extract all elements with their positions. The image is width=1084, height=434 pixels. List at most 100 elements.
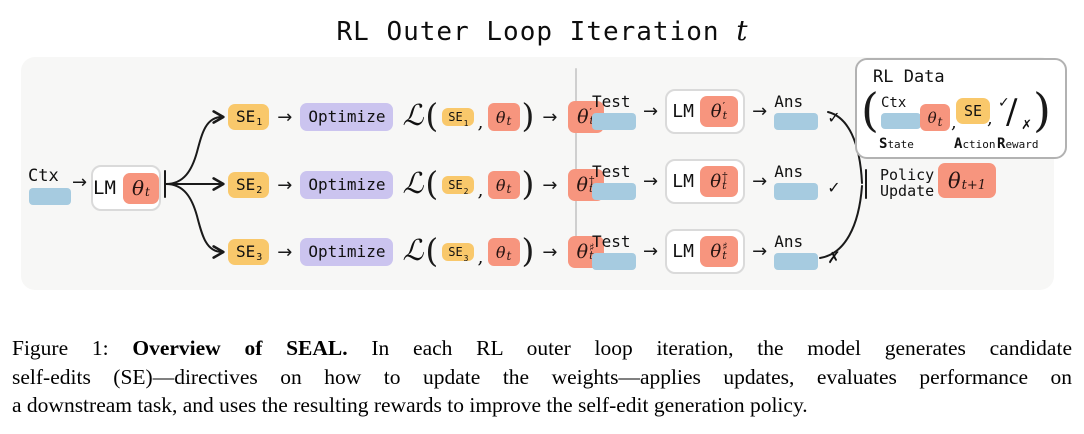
test-row-1: Test → LM θ ′ t → Ans ✓ [592,86,841,134]
arrow-icon: → [643,171,659,192]
theta-symbol: θ [576,174,588,196]
arrow-icon: → [277,174,293,196]
answer-label: Ans [774,92,804,111]
answer-label: Ans [774,232,804,251]
theta-t-plus-1-box: θ t+1 [938,163,996,198]
theta-subscript: t [722,178,727,192]
answer-label: Ans [774,162,804,181]
se-box: SE [956,98,991,124]
loss-symbol: ℒ [402,166,424,200]
se1-box: SE 1 [228,104,270,130]
theta-subscript: t [506,114,512,128]
test-group: Test [592,232,636,270]
slash-icon: / [1006,92,1018,132]
theta-symbol: θ [710,101,722,122]
left-paren: ( [425,163,439,203]
theta-subscript: t [506,249,512,263]
policy-update-label-line1: Policy [880,166,935,184]
cross-icon: ✗ [1021,118,1032,133]
right-paren: ) [521,230,535,270]
se-label: SE [448,178,463,192]
lm-label: LM [672,241,694,262]
state-rest: tate [887,138,914,151]
test-box [592,253,636,270]
answer-group: Ans [774,92,819,130]
theta-dagger-box: θ†t [699,166,738,197]
se3-mini-box: SE 3 [442,243,474,263]
test-group: Test [592,92,636,130]
se2-mini-box: SE 2 [442,176,474,196]
theta-subscript: t [589,250,594,261]
se-subscript: 2 [463,187,469,196]
test-box [592,113,636,130]
theta-subscript: t [145,185,150,199]
reward-check-cross-icon: ✓ / ✗ [998,92,1032,133]
arrow-icon: → [643,101,659,122]
se2-box: SE 2 [228,172,270,198]
cross-icon: ✗ [827,248,841,267]
test-label: Test [592,92,631,111]
theta-symbol: θ [495,175,506,195]
action-rest: ction [962,138,996,151]
theta-superscript: ′ [722,100,726,114]
answer-box [774,183,819,200]
arrow-icon: → [542,241,558,263]
lm-box: LM θ ′ t [665,89,746,134]
right-paren: ) [521,163,535,203]
branch-row-3: SE3 → Optimize ℒ ( SE3 , θt ) → θ♯t [228,230,604,274]
theta-symbol: θ [495,107,506,127]
se-subscript: 3 [463,254,469,263]
test-group: Test [592,162,636,200]
action-initial: A [954,136,963,152]
theta-superscript: † [722,170,728,184]
se-subscript: 2 [256,185,263,196]
comma: , [477,179,484,201]
policy-update-label-line2: Update [880,182,935,200]
arrow-icon: → [72,172,88,193]
test-label: Test [592,162,631,181]
theta-prime-box: θ′t [699,96,738,127]
theta-superscript: ♯ [722,240,728,254]
state-label: State [879,136,914,152]
comma: , [987,108,993,129]
left-paren: ( [425,95,439,135]
test-row-3: Test → LM θ ♯ t → Ans ✗ [592,226,841,274]
caption-line-1-rest: In each RL outer loop iteration, the mod… [347,336,1072,360]
action-label: Action [954,136,996,152]
reward-initial: R [997,136,1006,152]
right-paren: ) [521,95,535,135]
theta-symbol: θ [710,171,722,192]
reward-label: Reward [997,136,1039,152]
theta-symbol: θ [495,242,506,262]
figure-caption: Figure 1: Overview of SEAL. In each RL o… [12,334,1072,420]
se-label: SE [236,242,256,261]
caption-figure-number: Figure 1: [12,336,133,360]
theta-symbol: θ [947,168,961,193]
arrow-icon: → [277,106,293,128]
lm-label: LM [93,177,116,199]
caption-line-3: a downstream task, and uses the resultin… [12,393,808,417]
answer-group: Ans [774,162,819,200]
test-label: Test [592,232,631,251]
se-subscript: 1 [256,117,263,128]
theta-subscript: t [937,114,943,129]
theta-subscript: t [590,115,594,126]
lm-box: LM θ † t [665,159,746,204]
state-initial: S [879,136,888,152]
se-label: SE [448,110,463,124]
arrow-icon: → [752,101,768,122]
caption-line-1: Figure 1: Overview of SEAL. In each RL o… [12,334,1072,363]
ctx-box [29,188,71,205]
section-divider [575,68,577,262]
lm-label: LM [672,171,694,192]
check-icon: ✓ [827,178,841,197]
ctx-label: Ctx [28,166,59,186]
ctx-label: Ctx [881,95,907,111]
comma: , [951,112,957,133]
